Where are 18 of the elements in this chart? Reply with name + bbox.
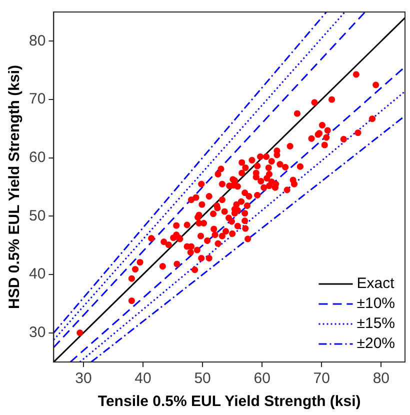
y-tick-label: 60 <box>28 148 46 166</box>
x-tick-label: 40 <box>134 370 152 388</box>
x-axis-title: Tensile 0.5% EUL Yield Strength (ksi) <box>98 393 361 410</box>
legend-label: Exact <box>356 275 396 292</box>
x-tick-label: 80 <box>372 370 390 388</box>
x-tick-label: 50 <box>194 370 211 388</box>
y-tick-label: 40 <box>28 266 46 283</box>
y-tick-label: 80 <box>28 32 46 50</box>
x-tick-label: 70 <box>313 370 330 388</box>
y-axis-title: HSD 0.5% EUL Yield Strength (ksi) <box>6 65 24 309</box>
x-tick-label: 30 <box>75 370 92 388</box>
legend-label: ±20% <box>356 335 396 352</box>
legend-label: ±10% <box>356 295 396 312</box>
y-tick-label: 50 <box>28 207 46 224</box>
x-tick-label: 60 <box>254 370 270 388</box>
legend-label: ±15% <box>356 315 396 332</box>
y-tick-label: 30 <box>28 324 46 341</box>
y-tick-label: 70 <box>28 90 46 108</box>
